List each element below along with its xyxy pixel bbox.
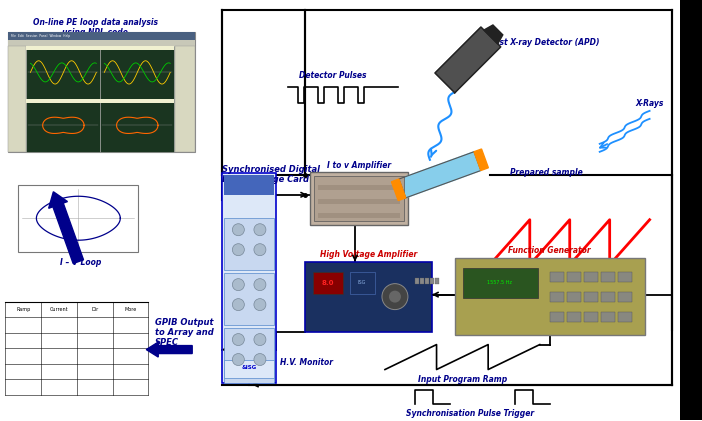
Bar — [601, 312, 615, 322]
Bar — [567, 292, 581, 301]
Polygon shape — [474, 149, 489, 171]
Text: Current: Current — [50, 307, 68, 312]
Bar — [224, 218, 274, 270]
Text: Synchronised Digital
Data Storage Card: Synchronised Digital Data Storage Card — [222, 165, 320, 184]
Text: Synchronisation Pulse Trigger: Synchronisation Pulse Trigger — [406, 410, 534, 418]
Text: Dir: Dir — [91, 307, 98, 312]
Bar — [318, 213, 400, 218]
Bar — [222, 173, 276, 383]
Bar — [601, 292, 615, 301]
Text: Detector Pulses: Detector Pulses — [299, 71, 366, 80]
Polygon shape — [399, 152, 481, 198]
Bar — [318, 199, 400, 204]
Bar — [550, 312, 564, 322]
Bar — [8, 32, 195, 152]
Text: Input Program Ramp: Input Program Ramp — [418, 375, 507, 384]
Text: ISG: ISG — [358, 280, 366, 285]
Bar — [420, 278, 424, 284]
FancyArrow shape — [146, 342, 192, 357]
Bar — [27, 46, 100, 99]
Text: MUSST: MUSST — [237, 185, 261, 190]
Bar — [618, 272, 632, 282]
Bar — [601, 272, 615, 282]
Bar — [583, 272, 597, 282]
Bar — [583, 292, 597, 301]
Bar — [224, 175, 274, 195]
Bar — [550, 272, 564, 282]
Bar — [224, 360, 274, 378]
Bar — [463, 268, 538, 298]
Bar — [27, 46, 100, 50]
Bar — [224, 373, 274, 383]
Bar — [430, 278, 434, 284]
Circle shape — [254, 279, 266, 290]
Circle shape — [232, 279, 244, 290]
Text: Prepared sample: Prepared sample — [510, 168, 583, 177]
Circle shape — [232, 298, 244, 311]
Bar — [425, 278, 429, 284]
Circle shape — [232, 333, 244, 346]
Bar — [567, 312, 581, 322]
Bar — [350, 272, 375, 293]
Bar — [583, 312, 597, 322]
Polygon shape — [484, 25, 503, 44]
Text: 1557.5 Hz: 1557.5 Hz — [487, 280, 512, 285]
Bar — [550, 292, 564, 301]
Circle shape — [382, 284, 408, 309]
Text: H.V. Monitor: H.V. Monitor — [280, 357, 333, 367]
Bar — [18, 185, 138, 252]
Circle shape — [389, 290, 401, 303]
Bar — [176, 46, 195, 152]
Text: High Voltage Amplifier: High Voltage Amplifier — [320, 250, 417, 258]
Bar — [314, 176, 404, 221]
Bar — [100, 46, 174, 99]
Bar — [618, 292, 632, 301]
FancyArrow shape — [48, 192, 84, 264]
Text: More: More — [124, 307, 136, 312]
Text: Fast X-ray Detector (APD): Fast X-ray Detector (APD) — [490, 38, 600, 47]
Text: X-Rays: X-Rays — [635, 99, 664, 108]
Bar — [305, 262, 432, 332]
Circle shape — [254, 333, 266, 346]
Text: GPIB Output
to Array and
SPEC: GPIB Output to Array and SPEC — [155, 317, 214, 347]
Bar — [224, 328, 274, 373]
Bar — [567, 272, 581, 282]
Bar — [8, 32, 195, 40]
Bar — [27, 99, 100, 103]
Text: I to v Amplifier: I to v Amplifier — [327, 161, 391, 170]
Bar — [318, 185, 400, 190]
Bar — [310, 172, 408, 225]
Bar — [455, 258, 644, 335]
Text: I – V Loop: I – V Loop — [60, 258, 101, 266]
Text: On-line PE loop data analysis
using NPL code: On-line PE loop data analysis using NPL … — [33, 18, 158, 37]
Bar — [27, 99, 100, 152]
Circle shape — [232, 354, 244, 365]
Bar — [8, 46, 27, 152]
Bar — [435, 278, 439, 284]
Circle shape — [254, 354, 266, 365]
Text: Function Generator: Function Generator — [508, 246, 591, 255]
Polygon shape — [392, 179, 406, 200]
Circle shape — [232, 224, 244, 236]
Text: 8.0: 8.0 — [322, 280, 334, 285]
Bar — [100, 99, 174, 103]
Text: &ISG: &ISG — [241, 365, 257, 370]
Bar — [313, 272, 343, 293]
Circle shape — [254, 244, 266, 256]
Text: File  Edit  Session  Panel  Window  Help: File Edit Session Panel Window Help — [11, 34, 71, 38]
Bar — [618, 312, 632, 322]
Bar — [8, 40, 195, 46]
Bar — [680, 0, 701, 421]
Circle shape — [254, 224, 266, 236]
Bar — [224, 273, 274, 325]
Circle shape — [254, 298, 266, 311]
Bar — [415, 278, 419, 284]
Circle shape — [232, 244, 244, 256]
Polygon shape — [435, 27, 501, 93]
Bar — [100, 46, 174, 50]
Text: High Voltage Ramp: High Voltage Ramp — [524, 273, 615, 282]
Text: Ramp: Ramp — [16, 307, 30, 312]
Bar — [100, 99, 174, 152]
